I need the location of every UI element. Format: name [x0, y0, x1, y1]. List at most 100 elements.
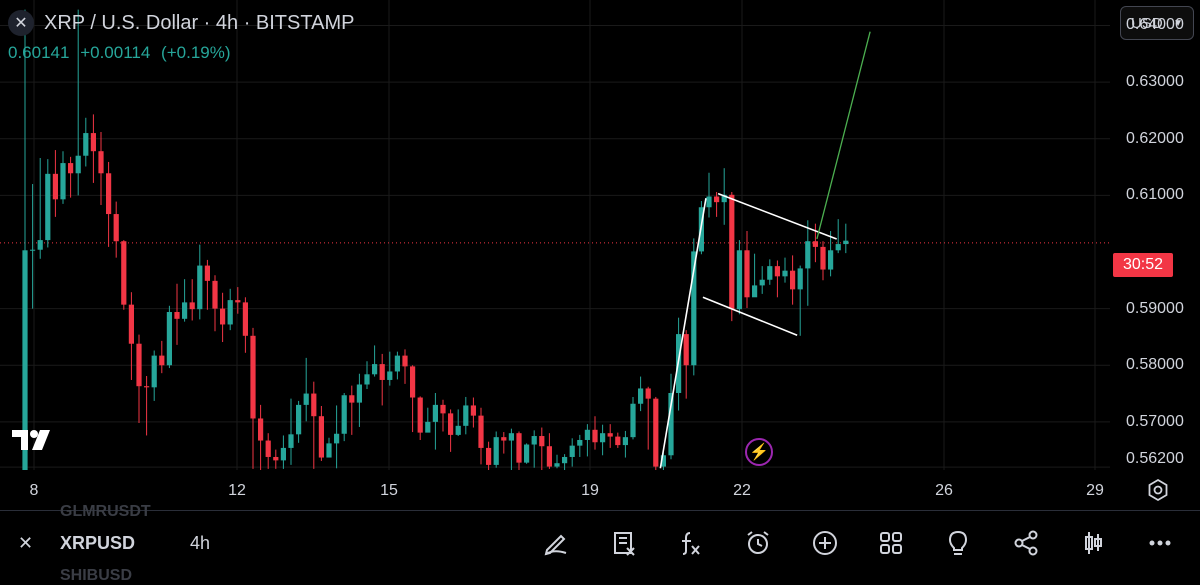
candle-body — [204, 265, 210, 281]
price-change-pct: (+0.19%) — [161, 43, 231, 62]
trend-line — [702, 296, 798, 336]
candle-body — [273, 456, 279, 461]
candle-body — [736, 250, 742, 310]
close-icon[interactable]: ✕ — [8, 10, 34, 36]
time-axis[interactable]: 8 12 15 19 22 26 29 — [0, 470, 1110, 510]
candle-body — [493, 437, 499, 465]
time-tick-label: 8 — [29, 482, 39, 499]
candle-body — [356, 384, 362, 403]
candle-body — [326, 443, 332, 458]
candle-body — [691, 251, 697, 366]
candle-body — [432, 404, 438, 422]
candle-body — [379, 364, 385, 380]
share-icon[interactable] — [1008, 525, 1044, 561]
candle-body — [729, 194, 735, 310]
candle-body — [470, 405, 476, 416]
candle-body — [288, 434, 294, 448]
grid-icon[interactable] — [873, 525, 909, 561]
candle-body — [341, 395, 347, 434]
candle-body — [622, 437, 628, 446]
candle-body — [75, 155, 81, 174]
currency-select[interactable]: USD ▼ — [1120, 6, 1194, 40]
chart-area[interactable] — [0, 0, 1110, 470]
candle-body — [812, 241, 818, 247]
candle-body — [68, 163, 74, 174]
trend-line — [717, 192, 837, 240]
settings-icon[interactable] — [1146, 478, 1170, 502]
more-icon[interactable] — [1142, 525, 1178, 561]
candle-body — [60, 163, 66, 200]
candle-body — [660, 455, 666, 467]
ghost-symbol-above: GLMRUSDT — [60, 503, 151, 520]
candle-body — [577, 439, 583, 446]
candle-body — [83, 133, 89, 156]
bulb-icon[interactable] — [940, 525, 976, 561]
candle-body — [303, 393, 309, 405]
candle-body — [166, 312, 172, 366]
bottom-toolbar: GLMRUSDT SHIBUSD ✕ XRPUSD 4h — [0, 503, 1200, 584]
candle-body — [151, 355, 157, 388]
bolt-icon[interactable]: ⚡ — [745, 438, 773, 466]
candle-body — [159, 355, 165, 366]
countdown-price-tag: 30:52 — [1113, 253, 1173, 277]
candle-body — [759, 279, 765, 286]
candle-body — [463, 405, 469, 426]
candle-body — [843, 240, 849, 245]
candle-body — [524, 444, 530, 463]
price-axis[interactable]: 0.64000 0.63000 0.62000 0.61000 0.59000 0.580… — [1110, 0, 1200, 470]
symbol-label[interactable]: XRPUSD — [60, 533, 136, 553]
candle-body — [828, 250, 834, 270]
grid — [0, 0, 1110, 470]
candle-body — [683, 334, 689, 366]
chart-header: ✕ XRP / U.S. Dollar · 4h · BITSTAMP — [8, 10, 354, 36]
trend-line — [816, 31, 871, 240]
candle-body — [782, 270, 788, 277]
candlestick-chart[interactable] — [0, 0, 1110, 470]
candle-body — [744, 250, 750, 298]
candle-body — [721, 194, 727, 203]
candle-body — [653, 398, 659, 467]
close-symbol-icon[interactable]: ✕ — [18, 533, 34, 553]
last-price: 0.60141 — [8, 43, 70, 62]
candles-icon[interactable] — [1075, 525, 1111, 561]
candle-body — [752, 285, 758, 298]
candle-body — [364, 374, 370, 385]
candle-body — [448, 413, 454, 435]
candle-body — [280, 447, 286, 461]
candle-body — [706, 196, 712, 208]
candle-body — [410, 366, 416, 398]
candle-body — [258, 418, 264, 441]
interval-label[interactable]: 4h — [190, 533, 211, 553]
candle-body — [45, 173, 51, 241]
time-tick-label: 22 — [733, 482, 751, 499]
price-tick-label: 0.59000 — [1126, 299, 1184, 317]
candle-body — [235, 300, 241, 303]
notes-icon[interactable] — [606, 525, 642, 561]
ghost-symbol-below: SHIBUSD — [60, 567, 133, 584]
candle-body — [714, 196, 720, 203]
candle-body — [478, 415, 484, 448]
currency-label: USD — [1131, 14, 1163, 32]
candle-body — [136, 343, 142, 387]
candle-body — [296, 404, 302, 435]
price-tick-label: 0.58000 — [1126, 356, 1184, 374]
candle-body — [144, 386, 150, 388]
candle-body — [311, 393, 317, 417]
price-tick-label: 0.56200 — [1126, 450, 1184, 467]
pen-icon[interactable] — [538, 525, 574, 561]
candle-body — [501, 437, 507, 441]
alarm-icon[interactable] — [740, 525, 776, 561]
candle-body — [197, 265, 203, 310]
candle-body — [90, 133, 96, 152]
candle-body — [98, 151, 104, 174]
plus-circle-icon[interactable] — [807, 525, 843, 561]
candle-body — [584, 429, 590, 440]
candle-body — [189, 302, 195, 310]
fx-icon[interactable] — [672, 525, 708, 561]
candle-body — [486, 447, 492, 465]
candle-body — [562, 456, 568, 464]
candle-body — [242, 302, 248, 336]
candle-body — [372, 364, 378, 375]
candle-body — [600, 433, 606, 443]
candle-body — [113, 214, 119, 242]
